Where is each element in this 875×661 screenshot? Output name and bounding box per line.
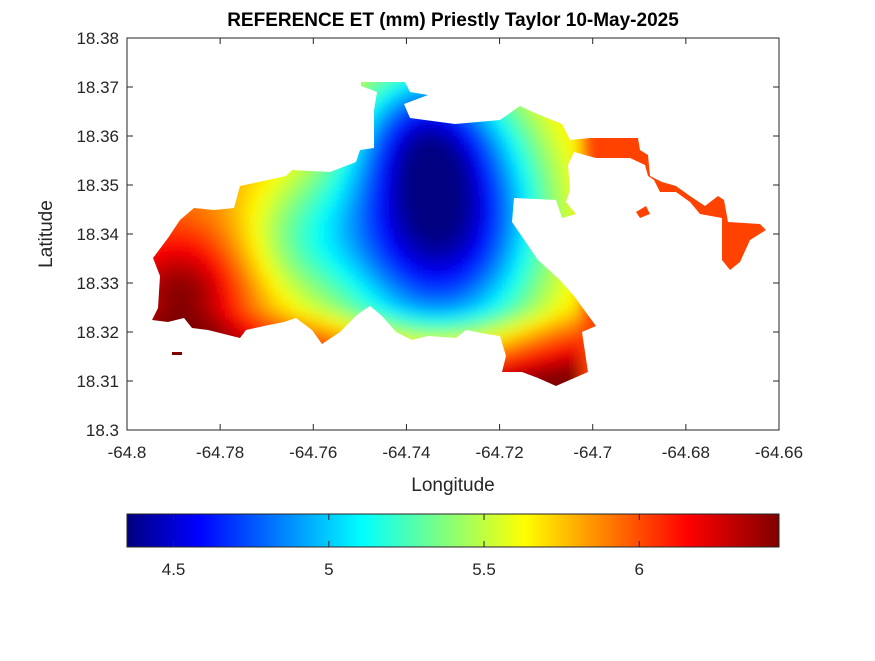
y-axis: 18.3 18.31 18.32 18.33 18.34 18.35 18.36 18.37 1… — [76, 29, 779, 440]
x-tick-label: -64.76 — [289, 443, 337, 462]
chart-title: REFERENCE ET (mm) Priestly Taylor 10-May… — [227, 10, 679, 31]
y-tick-label: 18.33 — [76, 274, 119, 293]
y-tick-label: 18.34 — [76, 225, 119, 244]
x-tick-label: -64.66 — [755, 443, 803, 462]
x-tick-label: -64.72 — [475, 443, 523, 462]
y-tick-label: 18.35 — [76, 176, 119, 195]
y-tick-label: 18.38 — [76, 29, 119, 48]
x-tick-label: -64.74 — [382, 443, 430, 462]
x-tick-label: -64.68 — [662, 443, 710, 462]
colorbar: 4.5 5 5.5 6 — [126, 513, 780, 579]
y-axis-label: Latitude — [36, 200, 57, 268]
colorbar-tick-label: 4.5 — [162, 560, 186, 579]
y-tick-label: 18.37 — [76, 78, 119, 97]
x-tick-label: -64.78 — [196, 443, 244, 462]
y-tick-label: 18.32 — [76, 323, 119, 342]
colorbar-tick-label: 5 — [324, 560, 333, 579]
colorbar-tick-label: 5.5 — [472, 560, 496, 579]
colorbar-tick-label: 6 — [635, 560, 644, 579]
x-axis-label: Longitude — [411, 475, 494, 496]
y-tick-label: 18.31 — [76, 372, 119, 391]
x-tick-label: -64.7 — [573, 443, 612, 462]
x-axis: -64.8 -64.78 -64.76 -64.74 -64.72 -64.7 -64.68… — [108, 38, 803, 462]
x-tick-label: -64.8 — [108, 443, 147, 462]
y-tick-label: 18.36 — [76, 127, 119, 146]
y-tick-label: 18.3 — [86, 421, 119, 440]
colorbar-gradient — [126, 513, 780, 548]
